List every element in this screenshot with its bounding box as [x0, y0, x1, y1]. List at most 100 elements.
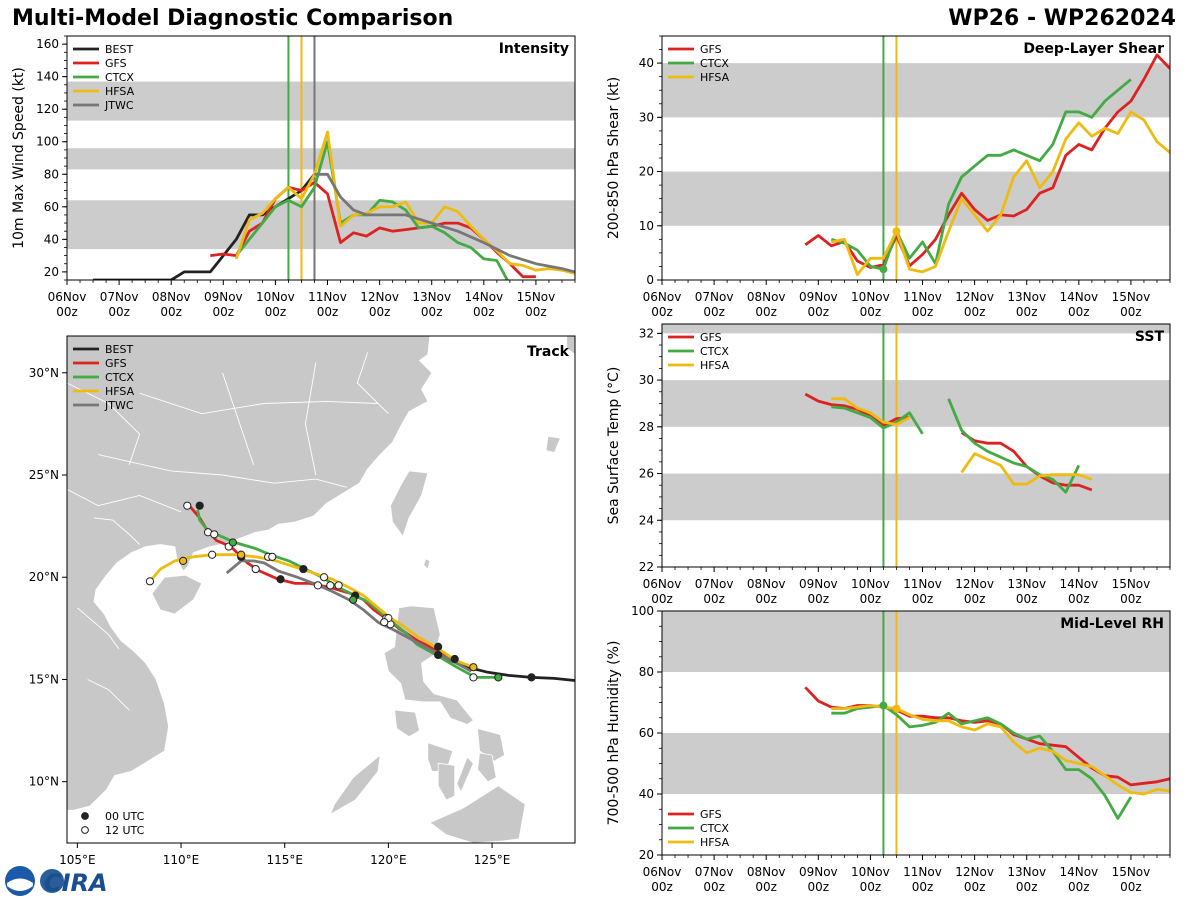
sst-xtick-hour: 00z [1016, 592, 1038, 606]
province-border [93, 517, 140, 545]
rh-ytick-label: 40 [639, 787, 654, 801]
shear-ytick-label: 0 [646, 273, 654, 287]
intensity-xtick-label: 09Nov 00z [204, 290, 243, 319]
shear-shade-band [662, 171, 1170, 226]
intensity-shade-band [67, 148, 575, 170]
sst-xtick-day: 12Nov [955, 577, 994, 591]
track-xtick-label: 120°E [370, 853, 407, 867]
sst-ylabel: Sea Surface Temp (°C) [606, 367, 622, 525]
mindanao-island [429, 785, 526, 843]
intensity-xtick-label: 15Nov 00z [517, 290, 556, 319]
province-border [67, 382, 141, 465]
track-marker-legend-symbol [81, 826, 89, 834]
rh-xtick-label: 14Nov 00z [1059, 865, 1098, 894]
shear-ytick-label: 20 [639, 165, 654, 179]
sst-ytick-label: 32 [639, 326, 654, 340]
sst-xtick-day: 07Nov [695, 577, 734, 591]
ryukyu-okinawa [545, 435, 562, 453]
rh-legend-label-gfs: GFS [700, 808, 722, 821]
sst-plot-area [662, 324, 1170, 567]
sst-xtick-day: 09Nov [799, 577, 838, 591]
track-title: Track [527, 344, 570, 360]
sst-series-hfsa [960, 452, 1093, 486]
logo: CIRA [5, 866, 108, 897]
shear-xtick-day: 11Nov [903, 290, 942, 304]
sst-frame [661, 323, 1171, 568]
mainland-asia [67, 336, 433, 811]
shear-xtick-label: 08Nov 00z [747, 290, 786, 319]
rh-xtick-label: 08Nov 00z [747, 865, 786, 894]
intensity-xtick-label: 12Nov 00z [360, 290, 399, 319]
shear-xtick-day: 08Nov [747, 290, 786, 304]
track-point-jtwc [380, 618, 389, 627]
cira-logo-text: CIRA [44, 869, 108, 897]
intensity-frame [66, 35, 576, 281]
shear-xtick-day: 13Nov [1007, 290, 1046, 304]
rh-xtick-label: 10Nov 00z [851, 865, 890, 894]
sst-xtick-label: 09Nov 00z [799, 577, 838, 606]
track-point-jtwc [450, 654, 459, 664]
intensity-xtick-day: 09Nov [204, 290, 243, 304]
intensity-xtick-hour: 00z [56, 305, 78, 319]
track-legend-label-best: BEST [105, 343, 133, 356]
page-title: Multi-Model Diagnostic Comparison [12, 6, 454, 31]
rh-xtick-day: 13Nov [1007, 865, 1046, 879]
sst-xtick-label: 06Nov 00z [643, 577, 682, 606]
track-point-ctcx [494, 673, 503, 682]
shear-ytick-label: 40 [639, 56, 654, 70]
shear-xtick-label: 11Nov 00z [903, 290, 942, 319]
intensity-xtick-day: 14Nov [464, 290, 503, 304]
intensity-xtick-hour: 00z [213, 305, 235, 319]
rh-xtick-label: 13Nov 00z [1007, 865, 1046, 894]
intensity-ytick-label: 60 [44, 200, 59, 214]
rh-xtick-hour: 00z [1068, 880, 1090, 894]
track-point-gfs [195, 501, 204, 510]
shear-xtick-label: 15Nov 00z [1112, 290, 1151, 319]
sst-shade-band [662, 380, 1170, 427]
shear-frame [661, 35, 1171, 281]
rh-xtick-day: 08Nov [747, 865, 786, 879]
shear-xtick-day: 12Nov [955, 290, 994, 304]
shear-shade-band [662, 63, 1170, 118]
intensity-xtick-day: 12Nov [360, 290, 399, 304]
intensity-shade-band [67, 81, 575, 121]
intensity-legend-label-hfsa: HFSA [105, 85, 135, 98]
rh-frame [661, 610, 1171, 856]
sst-xtick-day: 06Nov [643, 577, 682, 591]
rh-xtick-hour: 00z [703, 880, 725, 894]
province-border [356, 352, 389, 415]
batanes-island [423, 558, 431, 570]
shear-xtick-label: 13Nov 00z [1007, 290, 1046, 319]
shear-xtick-label: 09Nov 00z [799, 290, 838, 319]
rh-xtick-hour: 00z [964, 880, 986, 894]
rh-xtick-hour: 00z [1016, 880, 1038, 894]
shear-xtick-day: 06Nov [643, 290, 682, 304]
intensity-ytick-label: 100 [36, 135, 59, 149]
track-xtick-label: 105°E [59, 853, 96, 867]
province-border [98, 454, 348, 488]
sst-xtick-day: 10Nov [851, 577, 890, 591]
intensity-ytick-label: 20 [44, 265, 59, 279]
sst-title: SST [1135, 329, 1165, 345]
rh-ytick-label: 100 [631, 604, 654, 618]
intensity-xtick-day: 13Nov [412, 290, 451, 304]
sst-legend-label-gfs: GFS [700, 331, 722, 344]
sst-shade-band [662, 324, 1170, 334]
track-point-gfs [434, 642, 443, 651]
shear-xtick-day: 10Nov [851, 290, 890, 304]
track-ytick-label: 25°N [29, 468, 59, 482]
shear-xtick-hour: 00z [964, 305, 986, 319]
sst-xtick-hour: 00z [808, 592, 830, 606]
shear-xtick-day: 14Nov [1059, 290, 1098, 304]
sst-xtick-hour: 00z [1068, 592, 1090, 606]
sst-ytick-label: 22 [639, 560, 654, 574]
track-point-gfs [251, 564, 260, 574]
track-point-hfsa [469, 663, 478, 672]
track-marker-legend-label: 00 UTC [105, 810, 145, 823]
rh-xtick-label: 09Nov 00z [799, 865, 838, 894]
rh-xtick-label: 06Nov 00z [643, 865, 682, 894]
shear-xtick-hour: 00z [860, 305, 882, 319]
